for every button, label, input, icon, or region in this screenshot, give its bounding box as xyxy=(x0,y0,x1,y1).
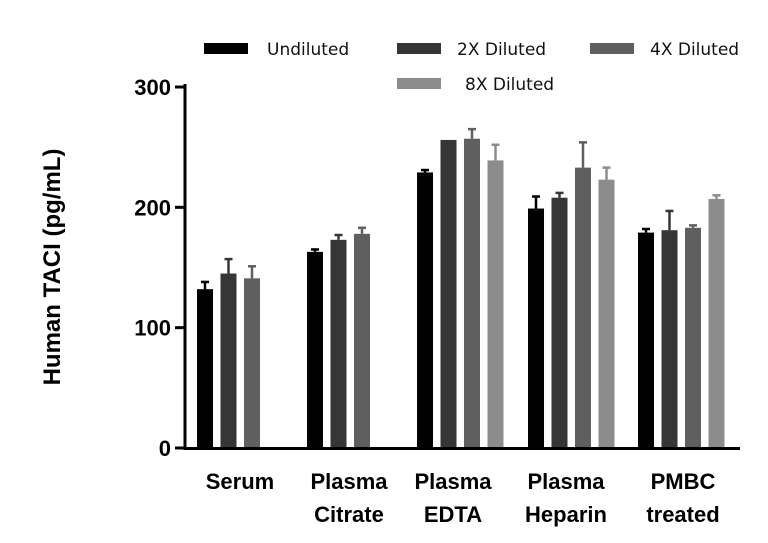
y-tick-label: 100 xyxy=(134,316,171,341)
legend: Undiluted 2X Diluted 4X Diluted 8X Diluted xyxy=(204,40,739,95)
x-category-label: Plasma xyxy=(527,469,605,494)
legend-swatch xyxy=(590,43,634,54)
legend-label: 4X Diluted xyxy=(650,40,739,60)
x-category-label: treated xyxy=(646,502,719,527)
x-category-label: PMBC xyxy=(651,469,716,494)
legend-swatch xyxy=(204,43,248,54)
bar xyxy=(417,172,433,449)
y-ticks: 0 100 200 300 xyxy=(134,75,185,461)
bar xyxy=(551,197,568,448)
x-category-labels: Serum Plasma Citrate Plasma EDTA Plasma Hepari… xyxy=(206,469,720,527)
bar xyxy=(197,289,213,448)
bar xyxy=(330,239,347,448)
legend-swatch xyxy=(397,43,441,54)
x-category-label: EDTA xyxy=(424,502,482,527)
y-tick-label: 0 xyxy=(159,436,171,461)
axes xyxy=(183,84,740,450)
x-category-label: Heparin xyxy=(525,502,607,527)
bar xyxy=(638,232,654,448)
x-category-label: Citrate xyxy=(314,502,384,527)
bar xyxy=(661,230,678,448)
bar xyxy=(354,233,370,448)
legend-swatch xyxy=(397,78,441,89)
bar xyxy=(464,138,480,448)
bar xyxy=(307,251,323,448)
bars xyxy=(197,127,725,449)
legend-label: 2X Diluted xyxy=(457,40,546,60)
bar xyxy=(685,227,701,448)
y-axis-title: Human TACI (pg/mL) xyxy=(39,149,66,386)
x-category-label: Plasma xyxy=(310,469,388,494)
y-tick-label: 200 xyxy=(134,195,171,220)
x-category-label: Serum xyxy=(206,469,274,494)
bar xyxy=(220,273,237,448)
legend-label: 8X Diluted xyxy=(465,75,554,95)
bar xyxy=(244,278,260,448)
bar xyxy=(440,139,457,449)
legend-label: Undiluted xyxy=(267,40,349,60)
y-tick-label: 300 xyxy=(134,75,171,100)
bar xyxy=(487,160,504,449)
bar xyxy=(575,167,591,448)
bar xyxy=(528,208,544,448)
bar xyxy=(598,179,615,448)
x-category-label: Plasma xyxy=(414,469,492,494)
bar xyxy=(708,198,725,448)
